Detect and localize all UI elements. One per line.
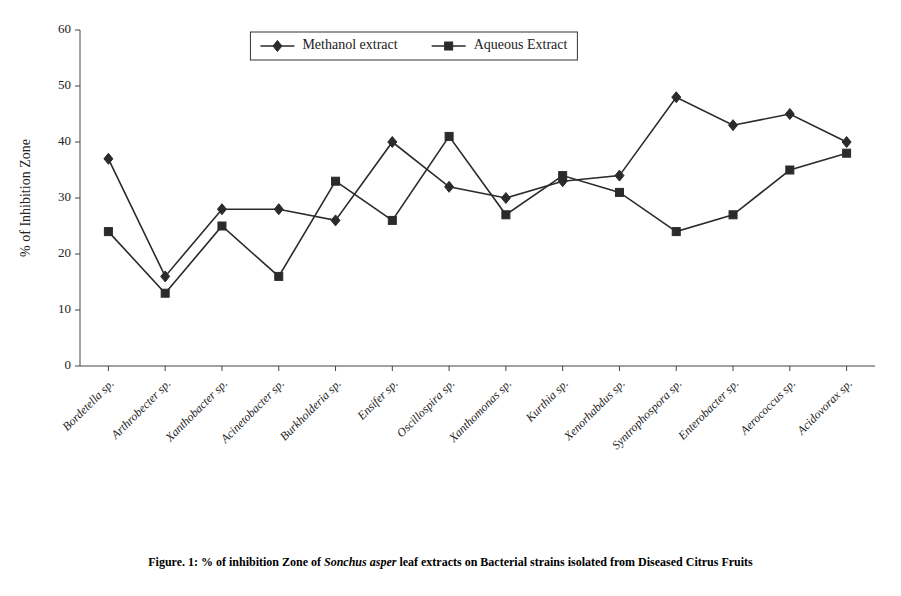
y-axis-label: % of Inhibition Zone <box>18 139 33 257</box>
caption-part: Sonchus asper <box>324 555 397 569</box>
y-tick-label: 40 <box>58 133 71 148</box>
plot-area <box>104 92 851 298</box>
x-tick <box>676 366 677 371</box>
x-tick <box>733 366 734 371</box>
data-point <box>672 92 681 103</box>
x-tick <box>505 366 506 371</box>
data-point <box>559 172 567 180</box>
y-tick <box>75 366 80 367</box>
data-point <box>615 170 624 181</box>
data-point <box>104 153 113 164</box>
data-point <box>843 149 851 157</box>
y-tick-label: 10 <box>58 301 71 316</box>
data-point <box>842 137 851 148</box>
data-point <box>332 177 340 185</box>
data-point <box>445 181 454 192</box>
x-tick-label: Aerococcus sp. <box>737 376 799 438</box>
y-tick <box>75 86 80 87</box>
data-point <box>445 132 453 140</box>
data-point <box>501 193 510 204</box>
x-tick <box>165 366 166 371</box>
y-tick-label: 30 <box>58 189 71 204</box>
y-tick-label: 20 <box>58 245 71 260</box>
x-tick-label: Enterobacter sp. <box>675 376 742 443</box>
x-tick-label: Oscillospira sp. <box>394 376 458 440</box>
x-tick <box>392 366 393 371</box>
x-tick-label: Xanthomonas sp. <box>445 376 514 445</box>
legend-label: Methanol extract <box>302 37 397 52</box>
x-tick <box>562 366 563 371</box>
x-tick <box>335 366 336 371</box>
y-tick-label: 50 <box>58 77 71 92</box>
caption: Figure. 1: % of inhibition Zone of Sonch… <box>148 555 753 569</box>
legend-marker <box>273 41 282 52</box>
x-tick <box>221 366 222 371</box>
data-point <box>785 109 794 120</box>
legend-marker <box>445 42 453 50</box>
data-point <box>388 137 397 148</box>
data-point <box>388 216 396 224</box>
x-tick-label: Ensifer sp. <box>354 376 401 423</box>
legend-label: Aqueous Extract <box>474 37 568 52</box>
x-tick-label: Bordetella sp. <box>60 376 117 433</box>
data-point <box>672 228 680 236</box>
x-tick-label: Acidovorax sp. <box>793 376 855 438</box>
data-point <box>161 271 170 282</box>
data-point <box>104 228 112 236</box>
y-tick-label: 0 <box>65 357 72 372</box>
x-axis-line <box>80 366 875 367</box>
legend-item: Methanol extract <box>260 37 397 52</box>
y-tick <box>75 142 80 143</box>
data-point <box>218 222 226 230</box>
x-tick <box>789 366 790 371</box>
data-point <box>275 272 283 280</box>
legend-item: Aqueous Extract <box>432 37 568 52</box>
x-tick <box>278 366 279 371</box>
x-tick-label: Acinetobacter sp. <box>217 376 287 446</box>
legend: Methanol extract Aqueous Extract <box>250 32 577 60</box>
data-point <box>786 166 794 174</box>
y-tick <box>75 198 80 199</box>
y-tick-label: 60 <box>58 21 71 36</box>
x-tick <box>846 366 847 371</box>
data-point <box>729 120 738 131</box>
y-tick <box>75 30 80 31</box>
series-line <box>108 97 846 276</box>
x-tick-label: Burkholderia sp. <box>277 376 344 443</box>
chart: 0102030405060Bordetella sp.Arthrobecter … <box>0 0 901 596</box>
x-tick <box>619 366 620 371</box>
data-point <box>331 215 340 226</box>
x-tick <box>108 366 109 371</box>
y-tick <box>75 254 80 255</box>
series-line <box>108 136 846 293</box>
data-point <box>161 289 169 297</box>
x-tick <box>449 366 450 371</box>
data-point <box>729 211 737 219</box>
x-tick-label: Syntrophospora sp. <box>609 376 685 452</box>
data-point <box>615 188 623 196</box>
legend-frame <box>250 32 577 60</box>
caption-part: leaf extracts on Bacterial strains isola… <box>396 555 753 569</box>
x-tick-label: Kurthia sp. <box>522 376 571 425</box>
y-tick <box>75 310 80 311</box>
data-point <box>274 204 283 215</box>
caption-part: Figure. 1: % of inhibition Zone of <box>148 555 324 569</box>
data-point <box>217 204 226 215</box>
data-point <box>502 211 510 219</box>
